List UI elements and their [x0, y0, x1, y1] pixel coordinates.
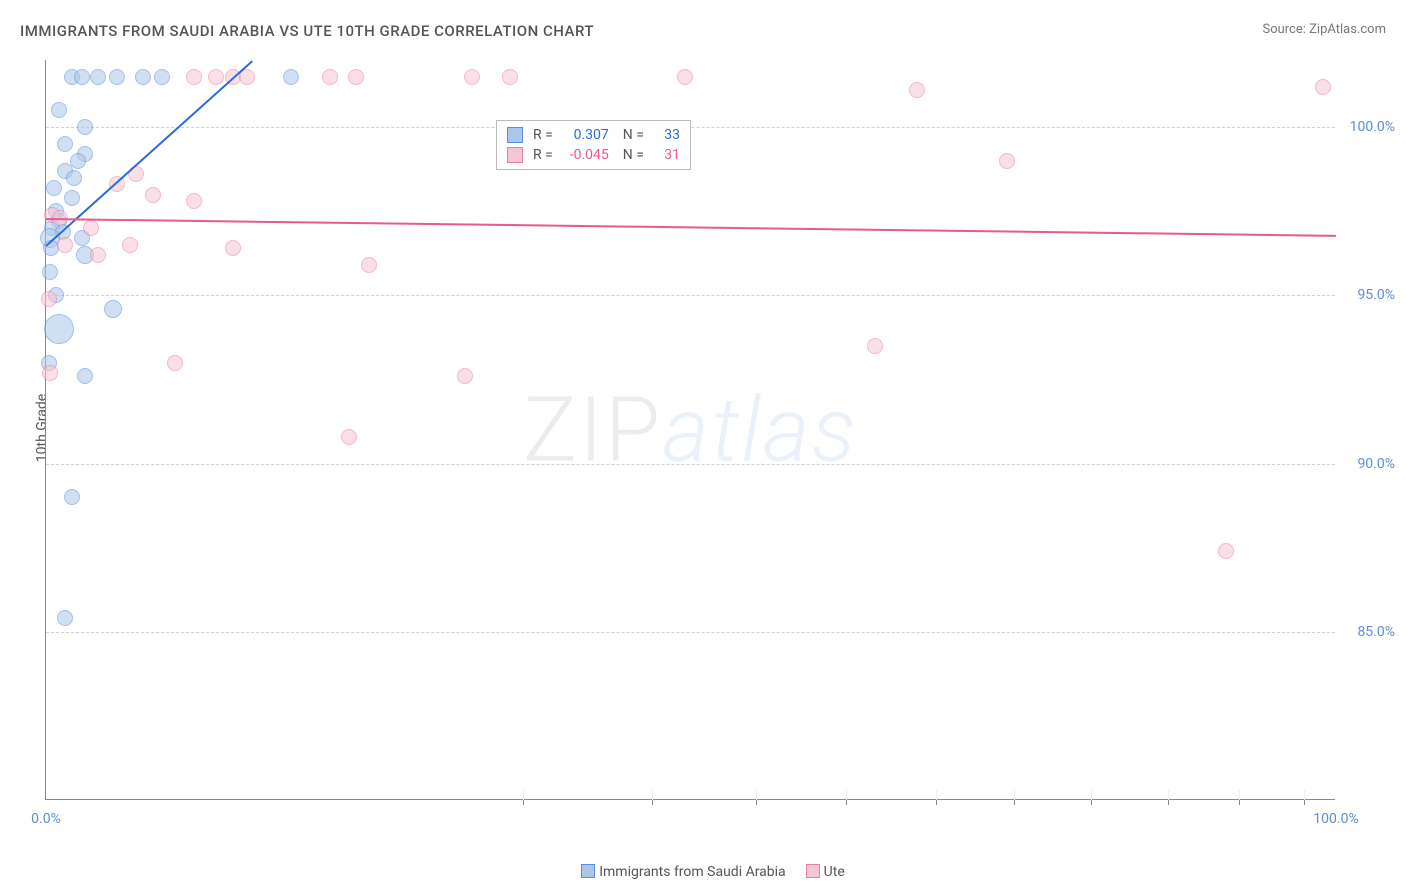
marker-series-a [283, 69, 299, 85]
marker-series-a [46, 180, 62, 196]
x-minor-grid [756, 790, 757, 800]
marker-series-a [57, 136, 73, 152]
y-tick-label: 100.0% [1340, 119, 1395, 135]
marker-series-b [145, 187, 161, 203]
r-label: R = [533, 127, 553, 143]
source-label: Source: ZipAtlas.com [1262, 22, 1386, 37]
n-value: 31 [650, 147, 680, 163]
marker-series-a [77, 368, 93, 384]
legend-swatch-a [507, 127, 523, 143]
marker-series-a [90, 69, 106, 85]
marker-series-b [208, 69, 224, 85]
marker-series-a [104, 300, 122, 318]
legend-row-a: R = 0.307 N = 33 [507, 125, 680, 145]
legend-bottom-label-a: Immigrants from Saudi Arabia [599, 864, 785, 880]
x-minor-grid [523, 790, 524, 800]
marker-series-b [502, 69, 518, 85]
legend-bottom-label-b: Ute [824, 864, 845, 880]
x-minor-grid [1168, 790, 1169, 800]
marker-series-b [341, 429, 357, 445]
n-label: N = [623, 147, 644, 163]
plot-area: ZIPatlas R =0.307N =33R =-0.045N =31 85.… [45, 60, 1335, 800]
chart-title: IMMIGRANTS FROM SAUDI ARABIA VS UTE 10TH… [20, 22, 594, 40]
marker-series-b [677, 69, 693, 85]
watermark-left: ZIP [523, 377, 662, 482]
marker-series-b [90, 247, 106, 263]
n-value: 33 [650, 127, 680, 143]
x-minor-grid [936, 790, 937, 800]
marker-series-a [57, 610, 73, 626]
marker-series-a [109, 69, 125, 85]
legend-bottom-swatch-a [581, 864, 595, 878]
marker-series-b [348, 69, 364, 85]
marker-series-b [186, 193, 202, 209]
trendline-series-b [46, 218, 1336, 237]
marker-series-b [322, 69, 338, 85]
x-tick-label: 100.0% [1313, 811, 1358, 827]
r-value: 0.307 [559, 127, 609, 143]
marker-series-b [867, 338, 883, 354]
marker-series-a [42, 264, 58, 280]
x-minor-grid [652, 790, 653, 800]
marker-series-a [64, 190, 80, 206]
marker-series-b [909, 82, 925, 98]
x-minor-grid [1091, 790, 1092, 800]
marker-series-a [66, 170, 82, 186]
y-tick-label: 85.0% [1340, 624, 1395, 640]
r-label: R = [533, 147, 553, 163]
gridline-h [46, 295, 1335, 296]
marker-series-a [135, 69, 151, 85]
gridline-h [46, 632, 1335, 633]
y-tick-label: 95.0% [1340, 287, 1395, 303]
series-legend: Immigrants from Saudi Arabia Ute [0, 864, 1406, 880]
marker-series-b [167, 355, 183, 371]
legend-row-b: R = -0.045 N = 31 [507, 145, 680, 165]
legend-bottom-swatch-b [806, 864, 820, 878]
x-minor-grid [1304, 790, 1305, 800]
n-label: N = [623, 127, 644, 143]
marker-series-b [41, 291, 57, 307]
marker-series-b [999, 153, 1015, 169]
x-minor-grid [1014, 790, 1015, 800]
legend-swatch-b [507, 147, 523, 163]
marker-series-b [464, 69, 480, 85]
marker-series-b [42, 365, 58, 381]
gridline-h [46, 464, 1335, 465]
x-minor-grid [846, 790, 847, 800]
marker-series-a [44, 314, 74, 344]
marker-series-b [57, 237, 73, 253]
marker-series-a [74, 69, 90, 85]
marker-series-a [77, 119, 93, 135]
x-minor-grid [1239, 790, 1240, 800]
marker-series-b [83, 220, 99, 236]
marker-series-b [122, 237, 138, 253]
marker-series-b [361, 257, 377, 273]
marker-series-a [64, 489, 80, 505]
marker-series-b [225, 240, 241, 256]
marker-series-b [1218, 543, 1234, 559]
marker-series-a [70, 153, 86, 169]
marker-series-a [51, 102, 67, 118]
marker-series-b [186, 69, 202, 85]
watermark: ZIPatlas [523, 377, 858, 482]
x-tick-label: 0.0% [31, 811, 61, 827]
watermark-right: atlas [662, 377, 858, 482]
marker-series-b [457, 368, 473, 384]
correlation-legend: R = 0.307 N = 33 R = -0.045 N = 31 [496, 120, 691, 170]
marker-series-a [154, 69, 170, 85]
y-tick-label: 90.0% [1340, 456, 1395, 472]
marker-series-b [1315, 79, 1331, 95]
r-value: -0.045 [559, 147, 609, 163]
